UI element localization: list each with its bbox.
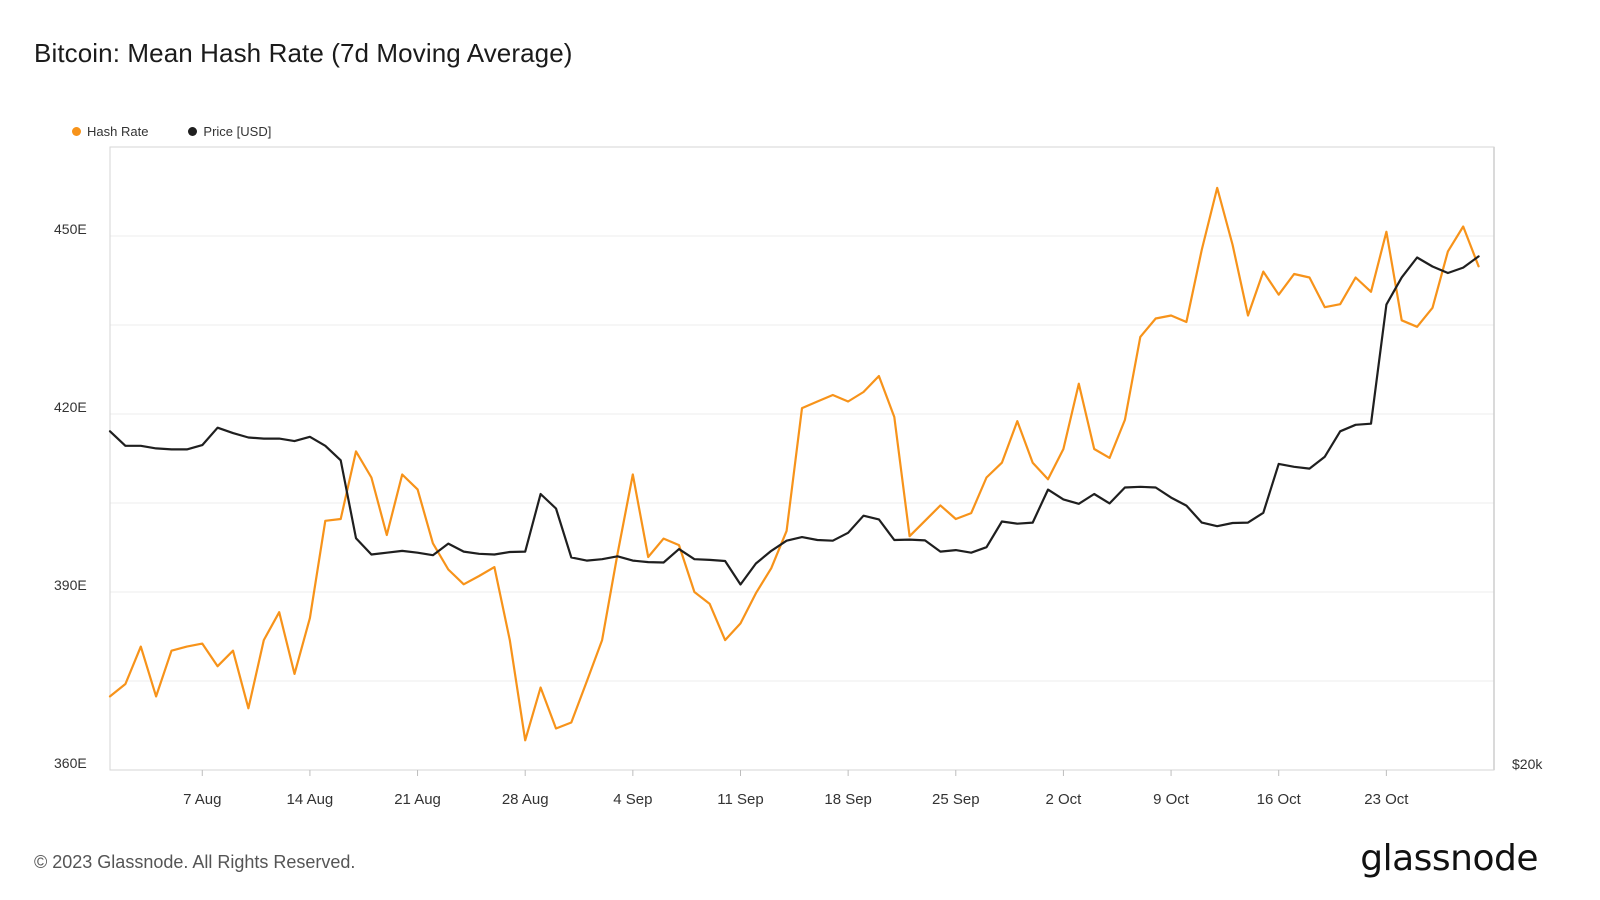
right-axis-labels: $20k: [1512, 756, 1543, 772]
price-line[interactable]: [108, 255, 1480, 586]
legend-item-hash-rate[interactable]: Hash Rate: [72, 124, 148, 139]
x-tick-label: 9 Oct: [1153, 791, 1190, 808]
legend-label-price: Price [USD]: [203, 124, 272, 139]
x-tick-label: 4 Sep: [613, 791, 652, 808]
legend-item-price[interactable]: Price [USD]: [188, 124, 271, 139]
x-axis-labels: 7 Aug 14 Aug 21 Aug 28 Aug 4 Sep 11 Sep 18 Sep…: [183, 791, 1409, 808]
grid-lines: [110, 147, 1495, 771]
y-tick-label: 360E: [54, 755, 87, 771]
glassnode-logo[interactable]: glassnode: [1360, 838, 1538, 879]
copyright-text: © 2023 Glassnode. All Rights Reserved.: [34, 852, 356, 872]
x-tick-label: 25 Sep: [932, 791, 980, 808]
chart-title: Bitcoin: Mean Hash Rate (7d Moving Avera…: [34, 38, 573, 68]
series-layer: [108, 186, 1480, 742]
legend: Hash Rate Price [USD]: [72, 124, 271, 139]
legend-dot-hash-rate: [72, 127, 81, 136]
x-axis-ticks: [201, 770, 1387, 776]
right-tick-label: $20k: [1512, 756, 1543, 772]
x-tick-label: 11 Sep: [717, 791, 763, 808]
x-tick-label: 2 Oct: [1045, 791, 1082, 808]
x-tick-label: 18 Sep: [824, 791, 872, 808]
x-tick-label: 21 Aug: [394, 791, 441, 808]
plot-frame: [109, 146, 1495, 771]
x-tick-label: 14 Aug: [287, 791, 334, 808]
y-axis-labels: 360E 390E 420E 450E: [54, 221, 87, 771]
legend-dot-price: [188, 127, 198, 136]
y-tick-label: 450E: [54, 221, 87, 237]
hash-rate-line[interactable]: [108, 186, 1480, 742]
y-tick-label: 420E: [54, 399, 87, 415]
y-tick-label: 390E: [54, 577, 87, 593]
x-tick-label: 23 Oct: [1364, 791, 1409, 808]
legend-label-hash-rate: Hash Rate: [87, 124, 149, 139]
x-tick-label: 16 Oct: [1257, 791, 1302, 808]
x-tick-label: 28 Aug: [502, 791, 549, 808]
x-tick-label: 7 Aug: [183, 791, 221, 808]
